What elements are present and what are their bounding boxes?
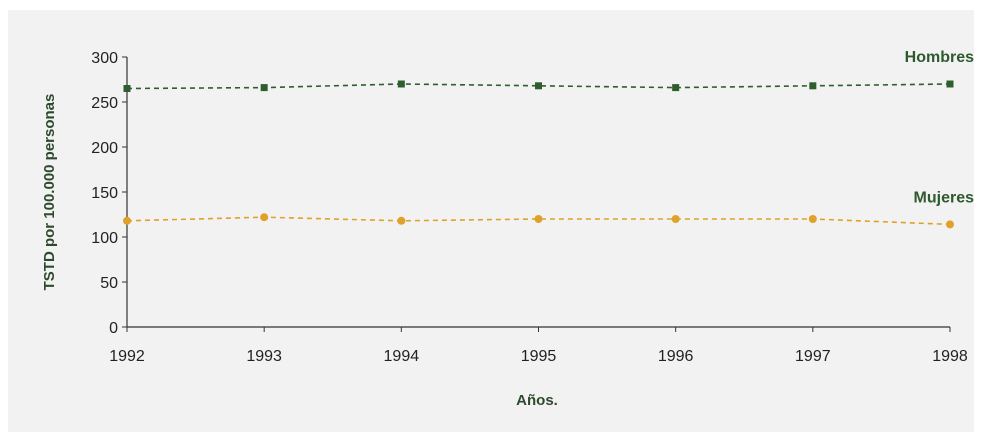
- data-point: [946, 220, 954, 229]
- series-label: Hombres: [905, 49, 974, 66]
- y-tick-label: 150: [91, 185, 118, 202]
- x-tick-label: 1995: [521, 348, 557, 365]
- y-tick-label: 50: [100, 275, 118, 292]
- chart-axes: [126, 57, 950, 328]
- series-mujeres: Mujeres: [123, 189, 975, 229]
- data-point: [672, 84, 680, 92]
- data-point: [397, 216, 406, 225]
- x-tick-label: 1993: [246, 348, 282, 365]
- y-tick-label: 300: [91, 50, 118, 67]
- x-tick-label: 1997: [795, 348, 831, 365]
- data-point: [534, 215, 543, 223]
- x-ticks: 1992 1993 1994 1995 1996 1997 1998: [109, 327, 968, 365]
- data-point: [260, 84, 268, 92]
- y-axis-title: TSTD por 100.000 personas: [41, 94, 58, 291]
- x-tick-label: 1994: [384, 348, 420, 365]
- y-ticks: 0 50 100 150 200 250 300: [91, 50, 127, 337]
- data-point: [808, 215, 817, 223]
- x-tick-label: 1998: [932, 348, 968, 365]
- y-tick-label: 200: [91, 140, 118, 157]
- data-point: [397, 80, 405, 88]
- data-point: [123, 216, 131, 225]
- x-tick-label: 1992: [109, 348, 145, 365]
- x-axis-title: Años.: [516, 392, 558, 409]
- y-tick-label: 250: [91, 95, 118, 112]
- series-layer: Hombres Mujeres: [123, 49, 975, 229]
- series-hombres: Hombres: [123, 49, 974, 92]
- y-tick-label: 0: [109, 320, 118, 337]
- y-tick-label: 100: [91, 230, 118, 247]
- data-point: [946, 80, 954, 88]
- data-point: [535, 82, 542, 90]
- data-point: [671, 215, 680, 223]
- x-tick-label: 1996: [658, 348, 694, 365]
- series-label: Mujeres: [914, 189, 975, 206]
- data-point: [809, 82, 817, 90]
- data-point: [260, 213, 269, 222]
- data-point: [123, 85, 131, 92]
